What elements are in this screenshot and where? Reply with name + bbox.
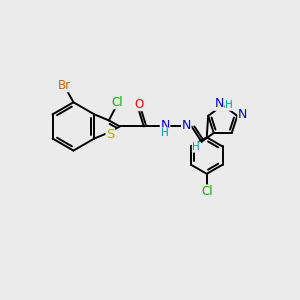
Text: N: N xyxy=(238,108,247,121)
Text: Cl: Cl xyxy=(201,185,212,198)
Text: Br: Br xyxy=(58,79,71,92)
Text: S: S xyxy=(106,128,115,141)
Text: N: N xyxy=(182,119,191,132)
Text: N: N xyxy=(160,119,170,132)
Text: H: H xyxy=(161,128,169,138)
Text: N: N xyxy=(214,97,224,110)
Text: O: O xyxy=(134,98,143,111)
Text: H: H xyxy=(192,142,200,152)
Text: Cl: Cl xyxy=(111,96,123,109)
Text: H: H xyxy=(225,100,233,110)
